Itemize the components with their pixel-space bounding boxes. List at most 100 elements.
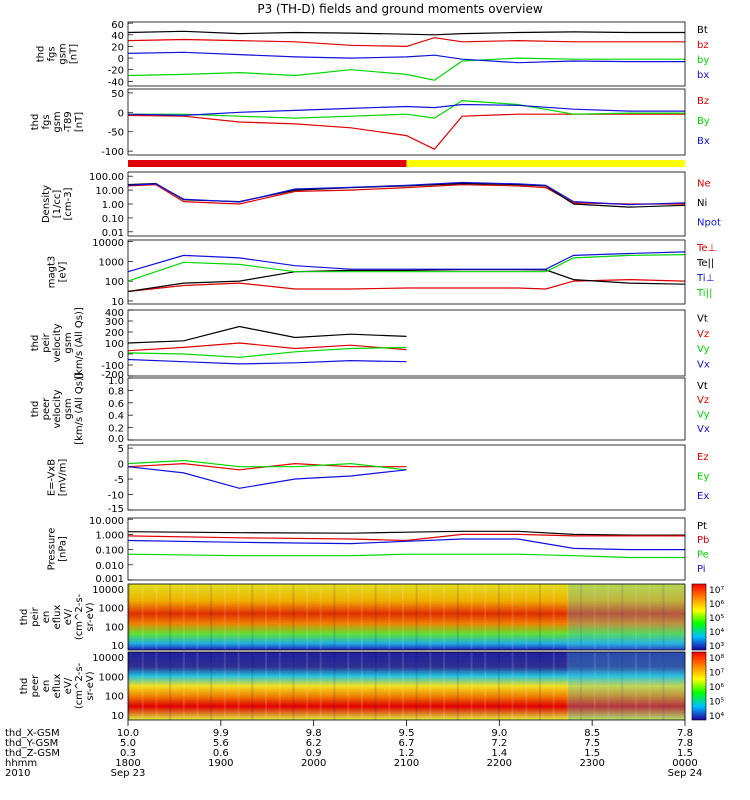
footer-value: 6.7 — [399, 738, 415, 749]
spectrogram-streak — [360, 652, 363, 720]
spectrogram-streak — [374, 652, 377, 720]
footer-value: 1800 — [115, 758, 140, 769]
y-tick-label: -15 — [108, 504, 124, 515]
y-axis-label: E=-VxB[mV/m] — [47, 459, 69, 497]
spectrogram-streak — [648, 584, 651, 650]
footer-value: 2300 — [579, 758, 604, 769]
spectrogram-streak — [539, 584, 541, 650]
spectrogram-streak — [388, 652, 391, 720]
footer-value: 1.5 — [677, 748, 693, 759]
spectrogram-streak — [278, 652, 281, 720]
legend-density-item: Npot — [697, 217, 721, 228]
y-axis-label: thdfgsgsm[nT] — [36, 43, 80, 64]
spectrogram-streak — [347, 584, 350, 650]
legend-temperature-item: Te⊥ — [696, 243, 716, 254]
series-Pi-line — [127, 538, 685, 551]
spectrogram-streak — [292, 652, 295, 720]
spectrogram-streak — [169, 652, 172, 720]
plot-title: P3 (TH-D) fields and ground moments over… — [257, 2, 542, 16]
spectrogram-streak — [566, 652, 569, 720]
legend-fgs_t89-item: By — [697, 116, 710, 127]
panel-peer_velocity: 1.00.8 0.60.4 0.20.0 thdpeervelocitygsm[km/… — [30, 373, 710, 445]
y-tick-label: -10 — [108, 491, 124, 502]
y-tick-label: 100.00 — [89, 172, 124, 183]
colorbar-tick-label: 10⁶ — [709, 600, 724, 610]
series-Bt-line — [127, 30, 685, 36]
spectrogram-streak — [648, 652, 651, 720]
spectrogram-image — [128, 584, 685, 650]
y-tick-label: 0 — [118, 54, 124, 65]
spectrogram-streak — [128, 584, 130, 650]
footer-row-label: thd_Y-GSM — [5, 738, 58, 749]
spectrogram-streak — [319, 584, 322, 650]
y-axis-label: Density[1/cc][cm-3] — [41, 185, 74, 223]
spectrogram-streak — [210, 652, 213, 720]
colorbar-tick-label: 10⁵ — [709, 698, 724, 708]
y-tick-label: 10 — [111, 297, 124, 308]
footer-value: 0.3 — [120, 748, 136, 759]
footer-value: 7.2 — [491, 738, 507, 749]
legend-fgs_t89-item: Bx — [697, 136, 710, 147]
footer-value: 8.5 — [584, 728, 600, 739]
spectrogram-streak — [128, 652, 130, 720]
y-tick-label: 0.001 — [95, 574, 124, 585]
spectrogram-streak — [662, 652, 665, 720]
spectrogram-streak — [662, 584, 665, 650]
series-Ne-line — [127, 183, 685, 205]
spectrogram-streak — [470, 584, 473, 650]
spectrogram-streak — [484, 584, 487, 650]
legend-peir_velocity-item: Vt — [697, 314, 708, 325]
footer-value: 2100 — [394, 758, 419, 769]
y-tick-label: 10 — [111, 711, 124, 722]
legend-peer_velocity-item: Vz — [697, 395, 709, 406]
footer-value: 9.5 — [399, 728, 415, 739]
spectrogram-streak — [607, 584, 610, 650]
legend-peer_velocity-item: Vy — [697, 410, 710, 421]
legend-pressure-item: Pt — [697, 521, 707, 532]
y-tick-label: 0.0 — [108, 434, 124, 445]
spectrogram-streak — [415, 652, 418, 720]
spectrogram-streak — [511, 652, 514, 720]
panel-peir_spectrogram: 10⁷ 10⁶ 10⁵ 10⁴ 10³ 10000 1000 100 10 thdpeirenef… — [19, 583, 724, 652]
legend-pressure-item: Pi — [697, 564, 706, 575]
spectrogram-streak — [196, 584, 199, 650]
spectrogram-streak — [292, 584, 295, 650]
panel-pressure: 10.000 1.000 0.100 0.010 0.001 Pressure[nPa] P… — [47, 516, 710, 585]
y-axis-label: Pressure[nPa] — [47, 528, 69, 571]
y-tick-label: 0.2 — [108, 424, 124, 435]
spectrogram-streak — [210, 584, 213, 650]
footer-row-label: thd_Z-GSM — [5, 748, 60, 759]
y-tick-label: 40 — [111, 31, 124, 42]
spectrogram-streak — [278, 584, 281, 650]
legend-peir_velocity-item: Vz — [697, 329, 709, 340]
legend-pressure-item: Pe — [697, 550, 709, 561]
spectrogram-streak — [429, 652, 432, 720]
y-tick-label: 0.6 — [108, 399, 124, 410]
y-tick-label: 100 — [105, 622, 124, 633]
series-Te-line — [127, 278, 686, 293]
y-tick-label: 0.10 — [102, 214, 124, 225]
panel-frame — [127, 171, 686, 237]
legend-efield-item: Ex — [697, 491, 709, 502]
panel-frame — [127, 88, 686, 156]
spectrogram-streak — [580, 652, 583, 720]
spectrogram-streak — [525, 652, 528, 720]
footer-value: 9.0 — [491, 728, 507, 739]
footer-value: 2000 — [301, 758, 326, 769]
y-tick-label: 10000 — [92, 653, 124, 664]
spectrogram-streak — [402, 584, 404, 650]
legend-fgs_t89-item: Bz — [697, 96, 709, 107]
spectrogram-streak — [182, 652, 185, 720]
panel-frame — [127, 583, 686, 651]
series-Bz-line — [127, 113, 685, 150]
panel-density: 100.00 10.00 1.00 0.10 0.01 Density[1/cc][cm-… — [41, 171, 721, 239]
legend-peir_velocity-item: Vx — [697, 360, 710, 371]
spectrogram-region — [568, 652, 685, 720]
legend-temperature-item: Te|| — [696, 258, 714, 269]
spectrogram-streak — [552, 652, 555, 720]
series-Tipar-line — [127, 254, 686, 282]
spectrogram-streak — [497, 652, 500, 720]
spectrogram-streak — [607, 652, 610, 720]
legend-pressure-item: Pb — [697, 535, 709, 546]
